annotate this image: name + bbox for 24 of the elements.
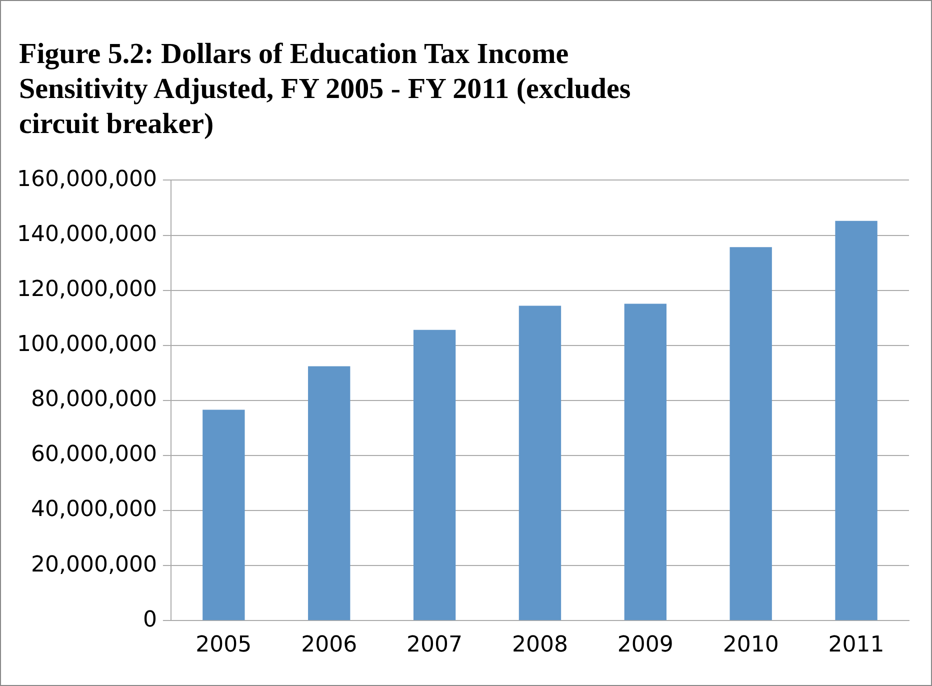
x-tick-label: 2005 <box>196 632 252 658</box>
y-tick-label: 140,000,000 <box>16 222 157 247</box>
x-tick-label: 2009 <box>617 632 674 658</box>
bar <box>835 220 878 620</box>
bar <box>202 410 245 620</box>
x-tick-label: 2011 <box>828 632 884 658</box>
y-tick-label: 0 <box>142 607 157 632</box>
y-tick-label: 60,000,000 <box>30 442 157 468</box>
x-tick-label: 2007 <box>406 632 463 658</box>
y-tick-label: 100,000,000 <box>16 332 157 358</box>
chart-title: Figure 5.2: Dollars of Education Tax Income Sensitivity Adjusted, FY 2005 - FY 2011 (excludes circuit breaker) <box>19 37 632 142</box>
bar <box>730 247 772 620</box>
y-tick-label: 40,000,000 <box>30 497 157 522</box>
x-tick-label: 2010 <box>722 632 779 658</box>
bar <box>624 304 666 620</box>
x-tick-label: 2008 <box>512 632 568 658</box>
bar <box>518 306 562 620</box>
y-tick-label: 20,000,000 <box>30 552 157 578</box>
bar <box>413 330 456 620</box>
y-tick-label: 80,000,000 <box>30 387 157 412</box>
bar <box>308 366 350 620</box>
y-tick-label: 120,000,000 <box>16 277 157 302</box>
x-tick-label: 2006 <box>301 632 358 658</box>
y-tick-label: 160,000,000 <box>16 166 157 192</box>
